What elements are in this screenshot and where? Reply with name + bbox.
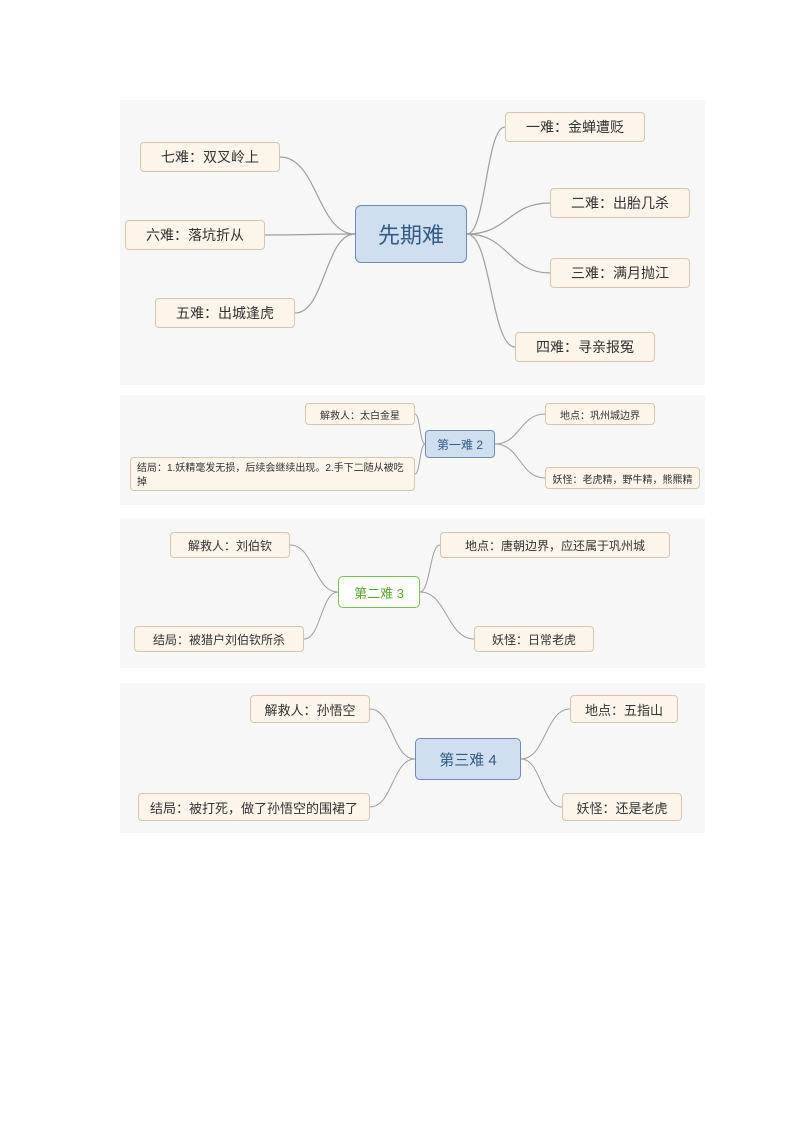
- d1-place: 地点：巩州城边界: [545, 403, 655, 425]
- panel-d3: 第三难 4 解救人：孙悟空结局：被打死，做了孙悟空的围裙了 地点：五指山妖怪：还是老…: [120, 683, 705, 833]
- root-node: 第三难 4: [415, 738, 521, 780]
- leaf-4: 四难：寻亲报冤: [515, 332, 655, 362]
- leaf-2: 二难：出胎几杀: [550, 188, 690, 218]
- mindmap-page: 先期难 七难：双叉岭上六难：落坑折从五难：出城逢虎 一难：金蝉遭贬二难：出胎几杀三难…: [0, 0, 794, 1123]
- panel-d1: 第一难 2 解救人：太白金星结局：1.妖精毫发无损，后续会继续出现。2.手下二随从…: [120, 395, 705, 505]
- leaf-7: 七难：双叉岭上: [140, 142, 280, 172]
- leaf-5: 五难：出城逢虎: [155, 298, 295, 328]
- leaf-3: 三难：满月抛江: [550, 258, 690, 288]
- root-node: 第一难 2: [425, 430, 495, 458]
- panel-xianqi: 先期难 七难：双叉岭上六难：落坑折从五难：出城逢虎 一难：金蝉遭贬二难：出胎几杀三难…: [120, 100, 705, 385]
- d2-result: 结局：被猎户刘伯钦所杀: [134, 626, 304, 652]
- d3-monster: 妖怪：还是老虎: [562, 793, 682, 821]
- panel-d2: 第二难 3 解救人：刘伯钦结局：被猎户刘伯钦所杀 地点：唐朝边界，应还属于巩州城妖怪…: [120, 518, 705, 668]
- d2-monster: 妖怪：日常老虎: [474, 626, 594, 652]
- d3-rescuer: 解救人：孙悟空: [250, 695, 370, 723]
- d2-rescuer: 解救人：刘伯钦: [170, 532, 290, 558]
- root-node: 先期难: [355, 205, 467, 263]
- root-node: 第二难 3: [338, 576, 420, 608]
- d1-monster: 妖怪：老虎精，野牛精，熊羆精: [545, 467, 700, 489]
- leaf-6: 六难：落坑折从: [125, 220, 265, 250]
- d2-place: 地点：唐朝边界，应还属于巩州城: [440, 532, 670, 558]
- d1-rescuer: 解救人：太白金星: [305, 403, 415, 425]
- d3-result: 结局：被打死，做了孙悟空的围裙了: [138, 793, 370, 821]
- d3-place: 地点：五指山: [570, 695, 678, 723]
- d1-result: 结局：1.妖精毫发无损，后续会继续出现。2.手下二随从被吃 掉: [130, 457, 415, 491]
- leaf-1: 一难：金蝉遭贬: [505, 112, 645, 142]
